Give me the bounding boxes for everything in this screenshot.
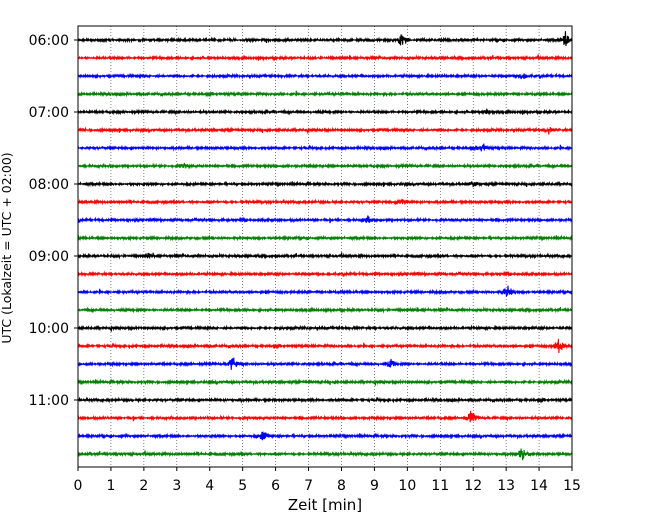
trace-line bbox=[77, 54, 573, 62]
trace-line bbox=[77, 143, 573, 152]
y-axis-ticks: 06:00 07:00 08:00 09:00 10:00 11:00 bbox=[29, 33, 78, 409]
trace-line bbox=[77, 215, 573, 224]
x-tick-label: 13 bbox=[497, 478, 515, 494]
y-tick-label: 09:00 bbox=[29, 249, 69, 265]
trace-line bbox=[77, 90, 573, 98]
trace-line bbox=[77, 357, 573, 370]
trace-line bbox=[77, 234, 573, 242]
x-tick-label: 1 bbox=[106, 478, 115, 494]
seismic-traces bbox=[77, 31, 573, 461]
x-tick-label: 8 bbox=[337, 478, 346, 494]
x-tick-label: 14 bbox=[530, 478, 548, 494]
trace-line bbox=[77, 108, 573, 116]
trace-line bbox=[77, 306, 573, 314]
trace-line bbox=[77, 396, 573, 404]
y-tick-label: 10:00 bbox=[29, 321, 69, 337]
trace-line bbox=[77, 431, 573, 441]
x-tick-label: 5 bbox=[238, 478, 247, 494]
x-tick-label: 10 bbox=[398, 478, 416, 494]
y-tick-label: 11:00 bbox=[29, 393, 69, 409]
plot-frame bbox=[77, 25, 573, 468]
trace-line bbox=[77, 180, 573, 188]
x-tick-label: 4 bbox=[205, 478, 214, 494]
x-axis-ticks: 0 1 2 3 4 5 6 7 8 9 10 11 12 13 14 15 bbox=[74, 467, 581, 494]
trace-line bbox=[77, 198, 573, 206]
trace-line bbox=[77, 126, 573, 135]
x-tick-label: 2 bbox=[139, 478, 148, 494]
x-tick-label: 9 bbox=[370, 478, 379, 494]
x-tick-label: 6 bbox=[271, 478, 280, 494]
trace-line bbox=[77, 448, 573, 461]
x-tick-label: 0 bbox=[74, 478, 83, 494]
y-axis-title: UTC (Lokalzeit = UTC + 02:00) bbox=[0, 152, 14, 343]
trace-line bbox=[77, 338, 573, 354]
trace-line bbox=[77, 162, 573, 170]
x-axis-title: Zeit [min] bbox=[288, 496, 362, 514]
trace-line bbox=[77, 72, 573, 80]
y-tick-label: 07:00 bbox=[29, 105, 69, 121]
x-tick-label: 11 bbox=[431, 478, 449, 494]
trace-line bbox=[77, 324, 573, 332]
trace-line bbox=[77, 285, 573, 297]
trace-line bbox=[77, 252, 573, 260]
trace-line bbox=[77, 378, 573, 386]
trace-line bbox=[77, 410, 573, 423]
trace-line bbox=[77, 31, 573, 47]
x-tick-label: 7 bbox=[304, 478, 313, 494]
y-tick-label: 06:00 bbox=[29, 33, 69, 49]
x-tick-label: 3 bbox=[172, 478, 181, 494]
y-tick-label: 08:00 bbox=[29, 177, 69, 193]
x-tick-label: 15 bbox=[563, 478, 581, 494]
x-tick-label: 12 bbox=[464, 478, 482, 494]
trace-line bbox=[77, 270, 573, 278]
